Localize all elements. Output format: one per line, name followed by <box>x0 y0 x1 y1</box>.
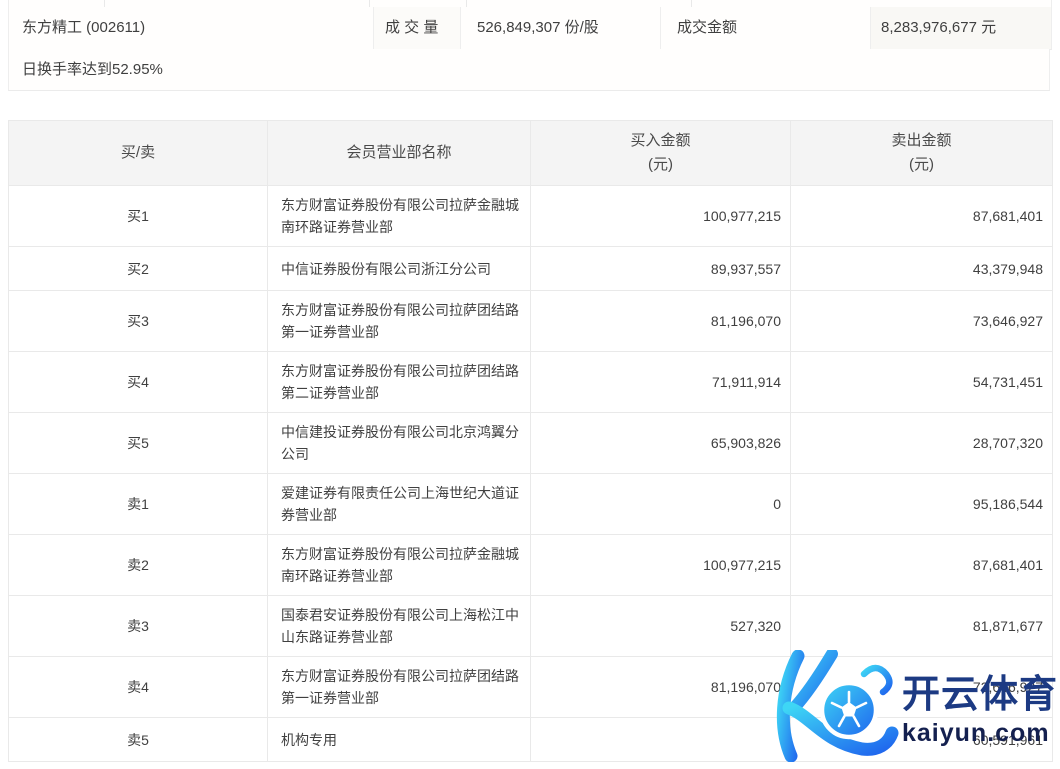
header-buy-amount: 买入金额 (元) <box>530 120 791 186</box>
turnover-amount-label: 成交金额 <box>661 7 871 49</box>
column-divider <box>369 0 370 7</box>
buy-amount-cell: 81,196,070 <box>530 290 791 352</box>
stock-info-bar: 东方精工 (002611) 成 交 量 526,849,307 份/股 成交金额… <box>8 7 1052 50</box>
buy-amount-cell: 100,977,215 <box>530 534 791 596</box>
branch-name-cell: 爱建证券有限责任公司上海世纪大道证券营业部 <box>267 473 531 535</box>
sell-amount-cell: 73,646,927 <box>790 290 1053 352</box>
buy-amount-cell: 527,320 <box>530 595 791 657</box>
side-cell: 买5 <box>8 412 268 474</box>
branch-name-cell: 机构专用 <box>267 717 531 762</box>
side-cell: 买1 <box>8 185 268 247</box>
side-cell: 卖2 <box>8 534 268 596</box>
buy-amount-cell <box>530 717 791 762</box>
branch-name-cell: 国泰君安证券股份有限公司上海松江中山东路证券营业部 <box>267 595 531 657</box>
buy-amount-cell: 89,937,557 <box>530 246 791 291</box>
table-row: 卖5 机构专用 60,591,961 <box>8 717 1053 762</box>
buy-amount-cell: 71,911,914 <box>530 351 791 413</box>
table-row: 卖3 国泰君安证券股份有限公司上海松江中山东路证券营业部 527,320 81,871… <box>8 595 1053 657</box>
sell-amount-cell: 95,186,544 <box>790 473 1053 535</box>
header-side: 买/卖 <box>8 120 268 186</box>
sell-amount-cell: 28,707,320 <box>790 412 1053 474</box>
broker-table: 买/卖 会员营业部名称 买入金额 (元) 卖出金额 (元) 买1 东方财富证券股份… <box>8 120 1053 762</box>
sell-amount-cell: 60,591,961 <box>790 717 1053 762</box>
branch-name-cell: 东方财富证券股份有限公司拉萨团结路第二证券营业部 <box>267 351 531 413</box>
header-buy-unit: (元) <box>648 156 673 173</box>
side-cell: 卖5 <box>8 717 268 762</box>
header-sell-unit: (元) <box>909 156 934 173</box>
table-row: 卖1 爱建证券有限责任公司上海世纪大道证券营业部 0 95,186,544 <box>8 473 1053 535</box>
table-row: 买2 中信证券股份有限公司浙江分公司 89,937,557 43,379,948 <box>8 246 1053 291</box>
column-divider <box>104 0 105 7</box>
header-branch: 会员营业部名称 <box>267 120 531 186</box>
side-cell: 卖4 <box>8 656 268 718</box>
buy-amount-cell: 100,977,215 <box>530 185 791 247</box>
buy-amount-cell: 81,196,070 <box>530 656 791 718</box>
table-row: 买1 东方财富证券股份有限公司拉萨金融城南环路证券营业部 100,977,215 87… <box>8 185 1053 247</box>
branch-name-cell: 东方财富证券股份有限公司拉萨金融城南环路证券营业部 <box>267 185 531 247</box>
table-row: 买4 东方财富证券股份有限公司拉萨团结路第二证券营业部 71,911,914 54,7… <box>8 351 1053 413</box>
table-header-row: 买/卖 会员营业部名称 买入金额 (元) 卖出金额 (元) <box>8 120 1053 186</box>
header-buy-label: 买入金额 <box>630 132 691 149</box>
table-row: 卖4 东方财富证券股份有限公司拉萨团结路第一证券营业部 81,196,070 73,6… <box>8 656 1053 718</box>
table-row: 买3 东方财富证券股份有限公司拉萨团结路第一证券营业部 81,196,070 73,6… <box>8 290 1053 352</box>
turnover-amount-value: 8,283,976,677 元 <box>871 7 1051 49</box>
branch-name-cell: 中信证券股份有限公司浙江分公司 <box>267 246 531 291</box>
column-divider <box>466 0 467 7</box>
side-cell: 卖3 <box>8 595 268 657</box>
side-cell: 买4 <box>8 351 268 413</box>
sell-amount-cell: 87,681,401 <box>790 534 1053 596</box>
sell-amount-cell: 87,681,401 <box>790 185 1053 247</box>
table-row: 卖2 东方财富证券股份有限公司拉萨金融城南环路证券营业部 100,977,215 87… <box>8 534 1053 596</box>
turnover-rate-notice: 日换手率达到52.95% <box>8 49 1050 91</box>
side-cell: 卖1 <box>8 473 268 535</box>
buy-amount-cell: 65,903,826 <box>530 412 791 474</box>
sell-amount-cell: 43,379,948 <box>790 246 1053 291</box>
buy-amount-cell: 0 <box>530 473 791 535</box>
sell-amount-cell: 81,871,677 <box>790 595 1053 657</box>
side-cell: 买3 <box>8 290 268 352</box>
table-row: 买5 中信建投证券股份有限公司北京鸿翼分公司 65,903,826 28,707,32… <box>8 412 1053 474</box>
branch-name-cell: 东方财富证券股份有限公司拉萨团结路第一证券营业部 <box>267 656 531 718</box>
volume-label: 成 交 量 <box>374 7 461 49</box>
stock-title: 东方精工 (002611) <box>9 7 374 49</box>
branch-name-cell: 中信建投证券股份有限公司北京鸿翼分公司 <box>267 412 531 474</box>
branch-name-cell: 东方财富证券股份有限公司拉萨团结路第一证券营业部 <box>267 290 531 352</box>
header-sell-amount: 卖出金额 (元) <box>790 120 1053 186</box>
side-cell: 买2 <box>8 246 268 291</box>
header-sell-label: 卖出金额 <box>891 132 952 149</box>
sell-amount-cell: 73,646,927 <box>790 656 1053 718</box>
column-divider <box>691 0 692 7</box>
volume-value: 526,849,307 份/股 <box>461 7 661 49</box>
branch-name-cell: 东方财富证券股份有限公司拉萨金融城南环路证券营业部 <box>267 534 531 596</box>
sell-amount-cell: 54,731,451 <box>790 351 1053 413</box>
